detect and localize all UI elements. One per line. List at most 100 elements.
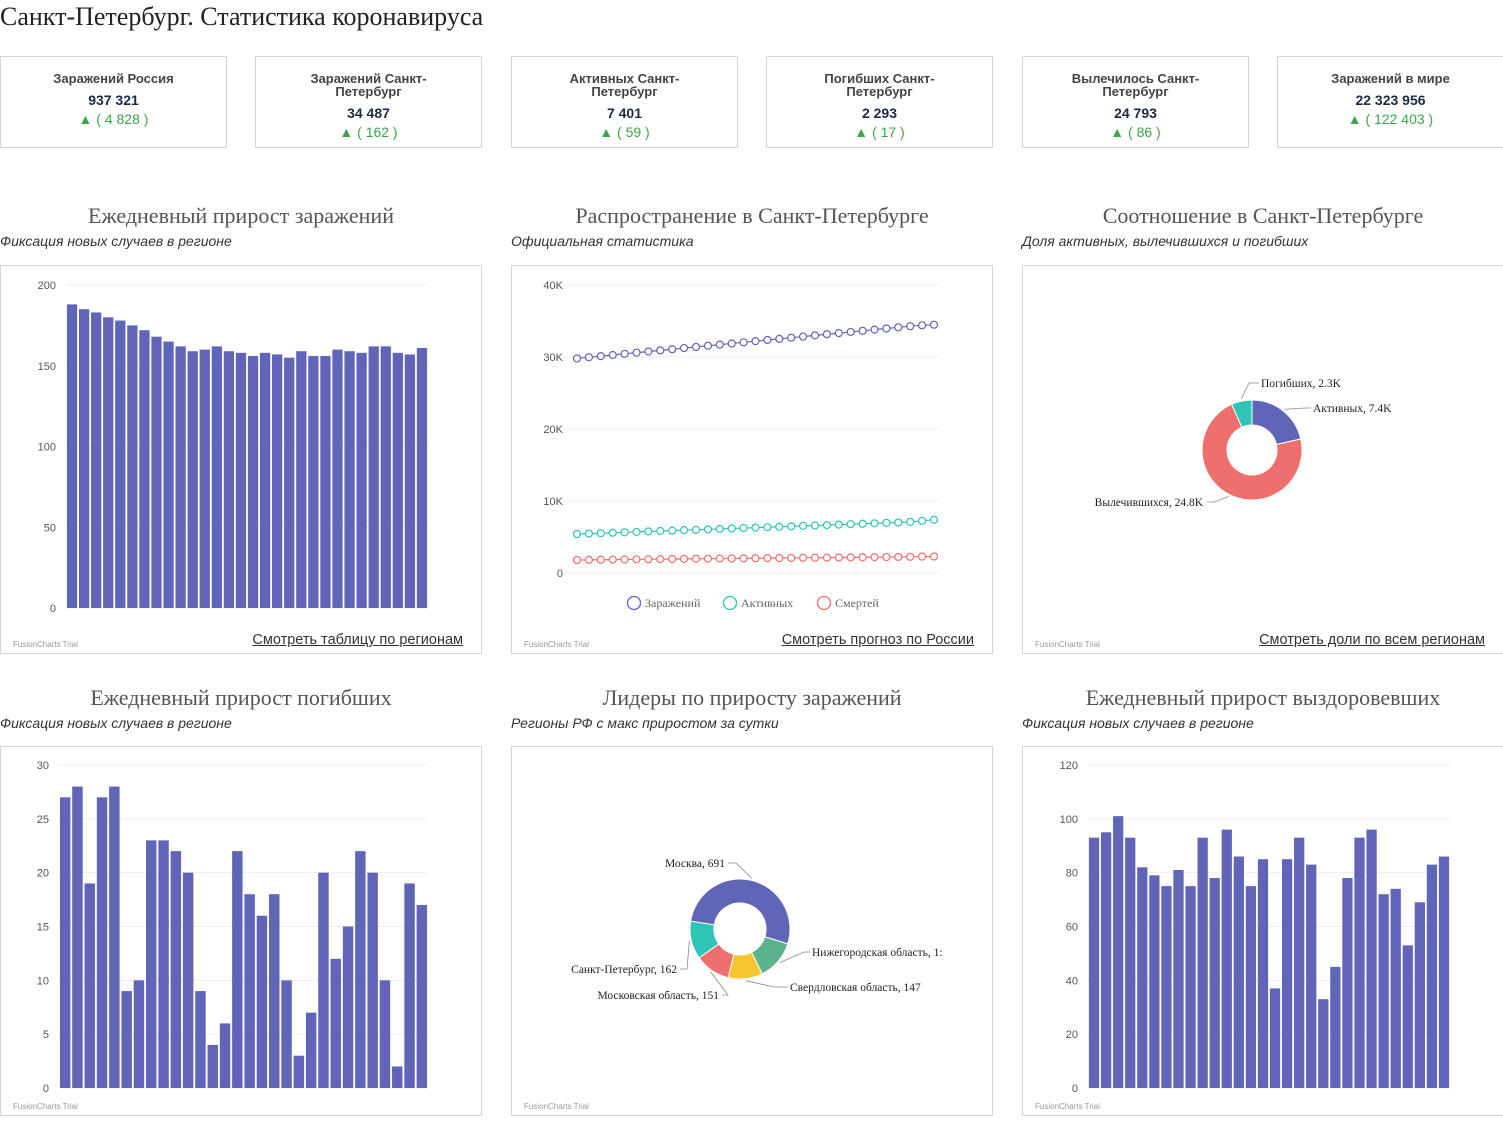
series-point bbox=[870, 553, 879, 562]
bar bbox=[163, 341, 174, 608]
stat-card: Активных Санкт-Петербург 7 401 ▲ ( 59 ) bbox=[511, 56, 738, 148]
bar bbox=[367, 872, 378, 1088]
chart-svg: Москва, 691 Нижегородская область, 1: Свер… bbox=[571, 858, 943, 1002]
series-point bbox=[906, 517, 915, 526]
stat-label: Погибших Санкт-Петербург bbox=[824, 71, 935, 99]
axis-tick-label: 120 bbox=[1060, 760, 1078, 772]
trial-watermark: FusionCharts Trial bbox=[524, 640, 589, 649]
series-point bbox=[739, 554, 748, 563]
series-point bbox=[751, 337, 760, 346]
axis-tick-label: 100 bbox=[1060, 814, 1078, 826]
label-leader bbox=[728, 862, 753, 879]
series-point bbox=[632, 555, 641, 564]
axis-tick-label: 200 bbox=[38, 280, 56, 292]
bar bbox=[121, 991, 132, 1088]
bar bbox=[66, 304, 78, 608]
series-point bbox=[668, 554, 677, 564]
bar bbox=[211, 346, 222, 608]
series-point bbox=[727, 524, 736, 533]
bar bbox=[109, 786, 120, 1088]
pie-slice bbox=[1231, 399, 1253, 428]
stat-label: Заражений Россия bbox=[53, 71, 174, 86]
trial-watermark: FusionCharts Trial bbox=[13, 640, 78, 649]
stat-value: 34 487 bbox=[347, 105, 390, 121]
bar bbox=[91, 312, 102, 608]
legend-label: Активных bbox=[741, 596, 793, 610]
bar bbox=[78, 309, 90, 608]
series-point bbox=[918, 321, 927, 330]
bar bbox=[146, 840, 157, 1088]
series-point bbox=[691, 525, 701, 534]
stat-card: Заражений Санкт-Петербург 34 487 ▲ ( 162 ) bbox=[255, 56, 482, 148]
series-point bbox=[906, 552, 915, 561]
stat-value: 24 793 bbox=[1114, 105, 1157, 121]
series-point bbox=[632, 348, 641, 357]
bar bbox=[296, 351, 307, 608]
bar bbox=[320, 356, 331, 608]
bar bbox=[259, 352, 271, 608]
series-point bbox=[691, 342, 701, 352]
bar bbox=[195, 991, 206, 1088]
axis-tick-label: 60 bbox=[1066, 922, 1078, 934]
series-point bbox=[775, 522, 784, 531]
series-point bbox=[620, 349, 629, 358]
bar bbox=[84, 883, 95, 1088]
chart-svg: 0 10K 20K 30K 40K Заражений Активных Смертей bbox=[543, 280, 940, 611]
bar bbox=[272, 354, 283, 608]
series-point bbox=[763, 335, 772, 345]
bar bbox=[1414, 902, 1425, 1088]
series-point bbox=[763, 523, 772, 532]
bar bbox=[416, 904, 428, 1088]
series-point bbox=[810, 521, 820, 530]
section-subtitle: Фиксация новых случаев в регионе bbox=[0, 233, 232, 249]
chart-link[interactable]: Смотреть прогноз по России bbox=[781, 632, 974, 648]
series-point bbox=[751, 523, 760, 532]
axis-tick-label: 30 bbox=[37, 760, 49, 772]
series-point bbox=[680, 526, 689, 535]
axis-tick-label: 15 bbox=[37, 922, 49, 934]
bar bbox=[1233, 856, 1244, 1088]
bar bbox=[139, 330, 150, 608]
slice-label: Активных, 7.4K bbox=[1313, 403, 1392, 415]
chart-link[interactable]: Смотреть таблицу по регионам bbox=[252, 632, 463, 648]
chart-link[interactable]: Смотреть доли по всем регионам bbox=[1259, 632, 1485, 648]
bar bbox=[1197, 837, 1208, 1088]
bar bbox=[392, 1066, 403, 1088]
bar bbox=[293, 1055, 305, 1088]
axis-tick-label: 150 bbox=[38, 361, 56, 373]
bar bbox=[1221, 829, 1232, 1088]
bar bbox=[1354, 837, 1365, 1088]
series-point bbox=[596, 529, 605, 538]
axis-tick-label: 0 bbox=[43, 1083, 49, 1095]
bar bbox=[175, 346, 186, 608]
bar bbox=[1149, 875, 1160, 1088]
series-point bbox=[906, 322, 915, 331]
series-point bbox=[799, 332, 808, 341]
section-title: Ежедневный прирост погибших bbox=[90, 685, 392, 710]
page-title: Санкт-Петербург. Статистика коронавируса bbox=[0, 2, 484, 31]
bar bbox=[158, 840, 169, 1088]
series-point bbox=[882, 324, 891, 333]
series-point bbox=[834, 520, 843, 529]
series-point bbox=[846, 520, 855, 529]
axis-tick-label: 20 bbox=[1066, 1029, 1078, 1041]
section-title: Лидеры по приросту заражений bbox=[602, 685, 902, 710]
slice-label: Нижегородская область, 1: bbox=[812, 947, 943, 959]
series-point bbox=[882, 518, 891, 527]
series-point bbox=[799, 553, 808, 562]
bar bbox=[269, 894, 280, 1088]
section-subtitle: Фиксация новых случаев в регионе bbox=[0, 715, 232, 731]
series-point bbox=[775, 553, 784, 563]
legend-marker bbox=[722, 595, 738, 611]
bar bbox=[1306, 864, 1317, 1088]
label-leader bbox=[1207, 496, 1229, 503]
series-point bbox=[691, 554, 701, 563]
bar bbox=[344, 351, 355, 608]
label-leader bbox=[680, 940, 690, 970]
axis-tick-label: 5 bbox=[43, 1029, 49, 1041]
stat-delta: ▲ ( 4 828 ) bbox=[78, 111, 149, 127]
series-point bbox=[858, 553, 867, 562]
series-point bbox=[739, 523, 748, 533]
series-point bbox=[918, 516, 927, 525]
axis-tick-label: 20 bbox=[37, 868, 49, 880]
